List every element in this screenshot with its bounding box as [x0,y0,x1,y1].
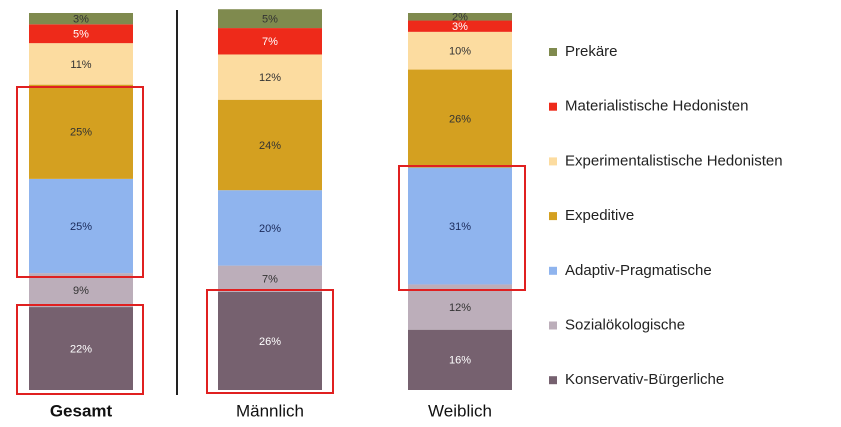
value-label: 25% [70,221,92,233]
legend-swatch [549,48,557,56]
value-label: 5% [262,14,278,26]
bar-segment [218,190,322,266]
value-label: 5% [73,29,89,41]
value-label: 7% [262,36,278,48]
legend-label: Materialistische Hedonisten [565,98,748,115]
bar-segment [218,28,322,55]
bar-segment [29,24,133,44]
legend-swatch [549,157,557,166]
bar-segment [408,329,512,390]
legend-swatch [549,266,557,275]
highlight-box [398,165,526,291]
legend-label: Prekäre [565,43,618,60]
value-label: 2% [452,12,468,24]
value-label: 16% [449,355,471,367]
value-label: 3% [452,21,468,33]
bar-segment [29,13,133,25]
value-label: 11% [70,59,91,71]
bar-segment [408,20,512,32]
bar-segment [218,9,322,29]
legend-swatch [549,102,557,111]
value-label: 3% [73,14,89,26]
value-label: 12% [449,302,471,314]
bar-segment [408,167,512,285]
bar-segment [29,84,133,179]
legend-label: Sozialökologische [565,316,685,333]
value-label: 7% [262,274,278,286]
value-label: 26% [449,113,471,125]
bar-segment [29,43,133,85]
bar-segment [408,284,512,330]
category-label: Männlich [236,401,304,420]
value-label: 24% [259,140,281,152]
legend-label: Adaptiv-Pragmatische [565,262,712,279]
value-label: 9% [73,285,89,297]
legend-label: Experimentalistische Hedonisten [565,152,783,169]
value-label: 10% [449,46,471,58]
legend-label: Konservativ-Bürgerliche [565,371,724,388]
bar-segment [218,291,322,390]
category-label: Weiblich [428,401,492,420]
bar-segment [408,69,512,168]
bar-segment [29,178,133,274]
bar-segment [29,307,133,390]
value-label: 22% [70,343,92,355]
bar-segment [29,273,133,308]
legend-swatch [549,212,557,221]
legend-swatch [549,321,557,330]
bar-segment [218,99,322,191]
bar-segment [218,265,322,292]
highlight-box [16,86,144,278]
bar-segment [218,54,322,100]
highlight-box [206,289,334,394]
value-label: 20% [259,223,281,235]
bar-segment [408,13,512,21]
value-label: 12% [259,72,281,84]
bar-segment [408,31,512,70]
category-label: Gesamt [50,401,113,420]
value-label: 26% [259,336,281,348]
highlight-box [16,304,144,395]
value-label: 31% [449,221,471,233]
legend-swatch [549,376,557,385]
value-label: 25% [70,127,92,139]
legend-label: Expeditive [565,207,634,224]
